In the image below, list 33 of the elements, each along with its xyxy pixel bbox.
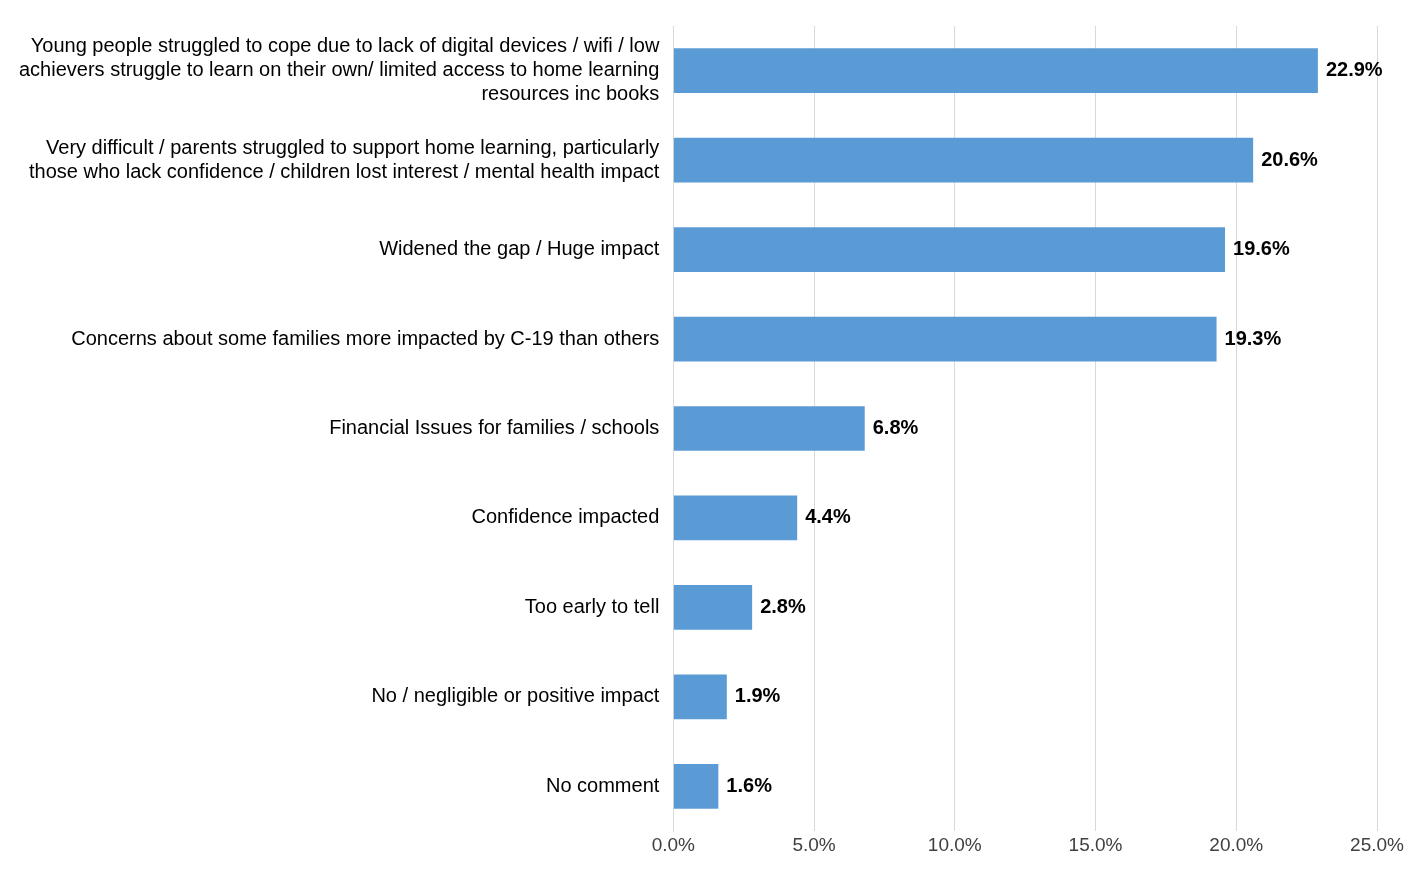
bar <box>673 137 1254 183</box>
x-tick-label: 0.0% <box>651 833 696 855</box>
y-tick-label: Young people struggled to cope due to lack of digital devices / wifi / low achievers struggle to learn on their own/ limited access to home learning resources inc books <box>18 34 660 105</box>
x-tick-label: 5.0% <box>792 833 836 855</box>
x-tick-label: 10.0% <box>927 833 982 855</box>
data-label: 2.8% <box>760 594 806 617</box>
data-label: 4.4% <box>805 505 851 528</box>
y-tick-label: Too early to tell <box>524 594 660 617</box>
bar <box>673 48 1318 94</box>
bar <box>673 585 753 630</box>
y-tick-label: Confidence impacted <box>471 505 660 528</box>
data-label: 20.6% <box>1261 147 1319 170</box>
x-tick-label: 15.0% <box>1068 833 1123 855</box>
data-label: 6.8% <box>872 416 919 439</box>
data-label: 1.6% <box>726 773 773 796</box>
data-label: 19.3% <box>1224 326 1282 349</box>
y-tick-label: Financial Issues for families / schools <box>329 416 660 439</box>
y-tick-label: No comment <box>545 773 660 796</box>
bar <box>673 406 865 451</box>
bar <box>673 227 1226 272</box>
y-tick-label: Very difficult / parents struggled to support home learning, particularly those who lack confidence / children lost interest / mental health impact <box>28 135 660 182</box>
data-label: 1.9% <box>734 684 781 707</box>
data-label: 19.6% <box>1233 237 1290 260</box>
x-tick-label: 20.0% <box>1209 833 1264 855</box>
y-tick-label: Widened the gap / Huge impact <box>379 237 660 260</box>
bar <box>673 495 798 541</box>
bar <box>673 763 719 809</box>
data-label: 22.9% <box>1325 58 1383 81</box>
x-tick-label: 25.0% <box>1350 833 1405 855</box>
y-tick-label: No / negligible or positive impact <box>371 684 660 707</box>
bar <box>673 316 1217 362</box>
bar <box>673 674 727 720</box>
y-tick-label: Concerns about some families more impacted by C-19 than others <box>71 326 660 349</box>
